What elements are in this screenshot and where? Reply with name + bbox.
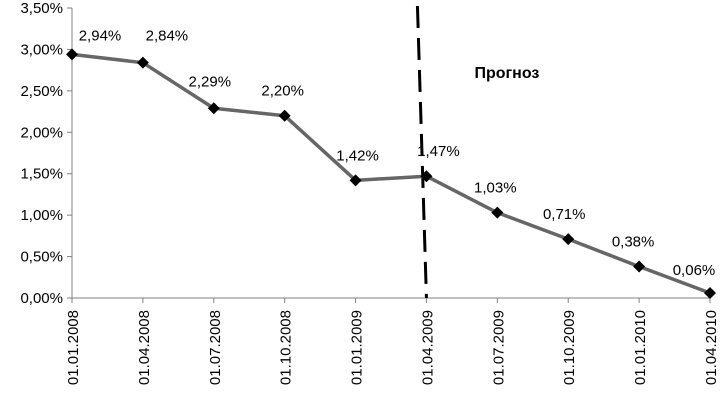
data-point — [420, 170, 433, 183]
data-label: 0,71% — [543, 206, 586, 223]
data-label: 0,38% — [612, 234, 655, 251]
series — [66, 48, 716, 300]
data-label: 2,94% — [79, 27, 122, 44]
x-tick-label: 01.10.2009 — [561, 310, 578, 385]
data-label: 2,29% — [189, 73, 232, 90]
x-tick-label: 01.04.2009 — [419, 310, 436, 385]
data-point — [66, 48, 78, 61]
data-label: 0,06% — [673, 262, 716, 279]
x-tick-label: 01.04.2008 — [136, 310, 153, 385]
forecast-divider-line — [415, 5, 428, 299]
data-point — [349, 174, 362, 187]
data-label: 1,42% — [336, 147, 379, 164]
data-point — [136, 56, 149, 69]
x-tick-label: 01.01.2010 — [632, 310, 649, 385]
data-point — [207, 102, 220, 115]
data-point — [562, 233, 575, 246]
y-tick-label: 1,50% — [20, 166, 63, 183]
forecast-annotation: Прогноз — [474, 65, 539, 82]
x-tick-label: 01.04.2010 — [703, 310, 720, 385]
data-labels: 2,94% 2,84% 2,29% 2,20% 1,42% 1,47% 1,03% 0,71%… — [79, 27, 716, 279]
data-label: 2,84% — [146, 28, 189, 45]
y-tick-label: 2,00% — [20, 124, 63, 141]
x-tick-label: 01.01.2009 — [349, 310, 366, 385]
y-tick-label: 0,00% — [20, 290, 63, 307]
data-point — [278, 109, 291, 122]
x-tick-label: 01.01.2008 — [65, 310, 82, 385]
y-tick-label: 3,50% — [20, 0, 63, 17]
x-tick-label: 01.10.2008 — [278, 310, 295, 385]
data-label: 1,03% — [474, 180, 517, 197]
x-tick-label: 01.07.2009 — [490, 310, 507, 385]
data-label: 1,47% — [417, 143, 460, 160]
axes: 0,00% 0,50% 1,00% 1,50% 2,00% 2,50% 3,00% 3,50%… — [20, 0, 720, 385]
data-label: 2,20% — [261, 83, 304, 100]
y-tick-label: 3,00% — [20, 41, 63, 58]
y-tick-label: 2,50% — [20, 83, 63, 100]
x-tick-label: 01.07.2008 — [207, 310, 224, 385]
forecast-divider — [415, 5, 428, 299]
data-point — [633, 260, 646, 273]
data-point — [491, 206, 504, 219]
y-tick-label: 0,50% — [20, 249, 63, 266]
y-tick-label: 1,00% — [20, 207, 63, 224]
series-line — [71, 52, 711, 295]
data-point — [704, 287, 716, 300]
